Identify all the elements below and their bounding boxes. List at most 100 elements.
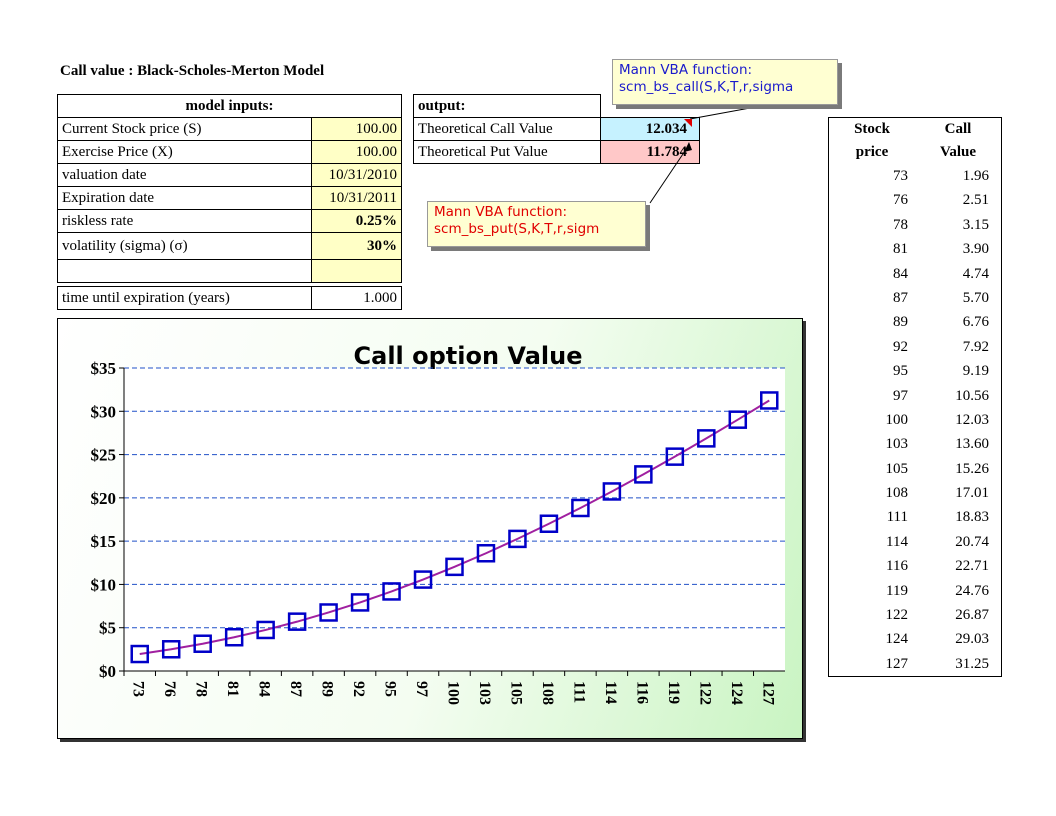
stock-price-cell[interactable]: 105 [885, 460, 909, 477]
stock-price-cell[interactable]: 100 [885, 411, 909, 428]
stock-price-cell[interactable]: 97 [893, 387, 908, 404]
call-value-cell[interactable]: 10.56 [955, 387, 989, 404]
stock-price-cell[interactable]: 89 [893, 314, 908, 331]
stock-price-cell[interactable]: 116 [886, 558, 908, 575]
stock-price-cell[interactable]: 92 [893, 338, 908, 355]
call-value-cell[interactable]: 2.51 [962, 192, 989, 209]
call-value-cell[interactable]: 7.92 [962, 338, 989, 355]
data-point [224, 627, 244, 647]
table-row: 78 3.15 [829, 213, 1001, 237]
call-value-cell[interactable]: 9.19 [962, 363, 989, 380]
call-value-header: Call Value [915, 118, 1001, 164]
x-tick-label: 87 [287, 681, 304, 697]
table-row: 95 9.19 [829, 359, 1001, 383]
call-value-cell[interactable]: 17.01 [955, 485, 989, 502]
call-value-cell[interactable]: 1.96 [962, 168, 989, 184]
input-value-empty[interactable] [311, 259, 402, 283]
table-row: 92 7.92 [829, 335, 1001, 359]
stock-call-table: Stock price Call Value 73 1.96 76 2.51 78 3.1… [828, 117, 1002, 677]
stock-price-cell[interactable]: 78 [893, 216, 908, 233]
table-row: 116 22.71 [829, 554, 1001, 578]
table-row: 119 24.76 [829, 579, 1001, 603]
x-tick-label: 122 [696, 681, 713, 705]
call-callout-line1: Mann VBA function: [619, 62, 753, 78]
call-value-cell[interactable]: 13.60 [955, 436, 989, 453]
stock-price-cell[interactable]: 73 [893, 168, 908, 184]
data-point [602, 482, 622, 501]
call-value-cell[interactable]: 22.71 [955, 558, 989, 575]
input-label-valuation-date: valuation date [56, 163, 313, 187]
stock-price-cell[interactable]: 81 [893, 241, 908, 258]
table-row: 103 13.60 [829, 432, 1001, 456]
plot-area [124, 368, 785, 671]
input-value-volatility[interactable]: 30% [311, 232, 402, 260]
call-value-cell[interactable]: 26.87 [955, 607, 989, 624]
data-point [413, 570, 433, 589]
stock-price-cell[interactable]: 108 [885, 485, 909, 502]
table-row: 84 4.74 [829, 262, 1001, 286]
series-line [139, 399, 770, 656]
stock-price-cell[interactable]: 103 [885, 436, 909, 453]
x-tick-label: 114 [602, 681, 619, 704]
x-tick-label: 95 [382, 681, 399, 697]
data-point [571, 498, 590, 518]
stock-price-cell[interactable]: 124 [885, 631, 909, 648]
stock-price-cell[interactable]: 111 [886, 509, 908, 526]
input-value-stock-price[interactable]: 100.00 [311, 117, 402, 141]
table-row: 108 17.01 [829, 481, 1001, 505]
stock-price-cell[interactable]: 76 [893, 192, 908, 209]
put-value-cell[interactable]: 11.784 [600, 140, 700, 164]
input-value-riskless-rate[interactable]: 0.25% [311, 209, 402, 233]
call-value-label: Theoretical Call Value [413, 117, 601, 141]
chart-area[interactable]: Call option Value $0 $5 $10 $15 $20 $25 $30 $35 7… [57, 318, 803, 739]
call-value-cell[interactable]: 15.26 [955, 460, 989, 477]
input-value-exercise-price[interactable]: 100.00 [311, 140, 402, 164]
call-value-cell[interactable]: 12.034 [600, 117, 700, 141]
call-value-cell[interactable]: 3.15 [962, 216, 989, 233]
x-tick-label: 84 [256, 681, 273, 697]
stock-price-cell[interactable]: 114 [886, 533, 908, 550]
call-value-cell[interactable]: 5.70 [962, 289, 989, 306]
input-value-expiration-date[interactable]: 10/31/2011 [311, 186, 402, 210]
data-point [350, 593, 370, 612]
y-tick-label: $25 [91, 446, 117, 465]
y-tick-label: $35 [91, 359, 117, 378]
call-value-cell[interactable]: 29.03 [955, 631, 989, 648]
call-value-cell[interactable]: 12.03 [955, 411, 989, 428]
call-value-cell[interactable]: 18.83 [955, 509, 989, 526]
x-tick-label: 97 [413, 681, 430, 697]
stock-price-cell[interactable]: 122 [885, 607, 909, 624]
time-to-expiration-value[interactable]: 1.000 [311, 286, 402, 310]
call-value-cell[interactable]: 20.74 [955, 533, 989, 550]
model-inputs-header: model inputs: [57, 94, 402, 118]
stock-price-cell[interactable]: 87 [893, 289, 908, 306]
output-header: output: [413, 94, 601, 118]
stock-price-cell[interactable]: 84 [893, 265, 908, 282]
stock-price-cell[interactable]: 95 [893, 363, 908, 380]
call-value-cell[interactable]: 24.76 [955, 582, 989, 599]
data-point [476, 544, 496, 563]
data-point [760, 391, 779, 410]
call-header-line1: Call [944, 121, 972, 137]
call-value-cell[interactable]: 3.90 [962, 241, 989, 258]
call-value-cell[interactable]: 4.74 [962, 265, 989, 282]
stock-price-cell[interactable]: 127 [885, 655, 909, 672]
x-tick-label: 127 [759, 681, 776, 705]
input-label-stock-price: Current Stock price (S) [56, 117, 313, 141]
x-tick-label: 124 [728, 681, 745, 705]
table-row: 105 15.26 [829, 457, 1001, 481]
stock-call-rows: 73 1.96 76 2.51 78 3.15 81 3.90 84 4.74 87 5.70 89 6.… [829, 164, 1001, 676]
y-tick-label: $30 [91, 402, 117, 421]
model-inputs-table: model inputs: Current Stock price (S) 10… [56, 94, 402, 310]
put-function-callout: Mann VBA function: scm_bs_put(S,K,T,r,si… [427, 201, 646, 247]
data-point [382, 582, 401, 601]
data-point [665, 447, 685, 466]
data-point [319, 603, 338, 622]
table-row: 124 29.03 [829, 627, 1001, 651]
input-label-riskless-rate: riskless rate [56, 209, 313, 233]
call-value-cell[interactable]: 31.25 [955, 655, 989, 672]
table-row: 100 12.03 [829, 408, 1001, 432]
call-value-cell[interactable]: 6.76 [962, 314, 989, 331]
stock-price-cell[interactable]: 119 [886, 582, 908, 599]
input-value-valuation-date[interactable]: 10/31/2010 [311, 163, 402, 187]
